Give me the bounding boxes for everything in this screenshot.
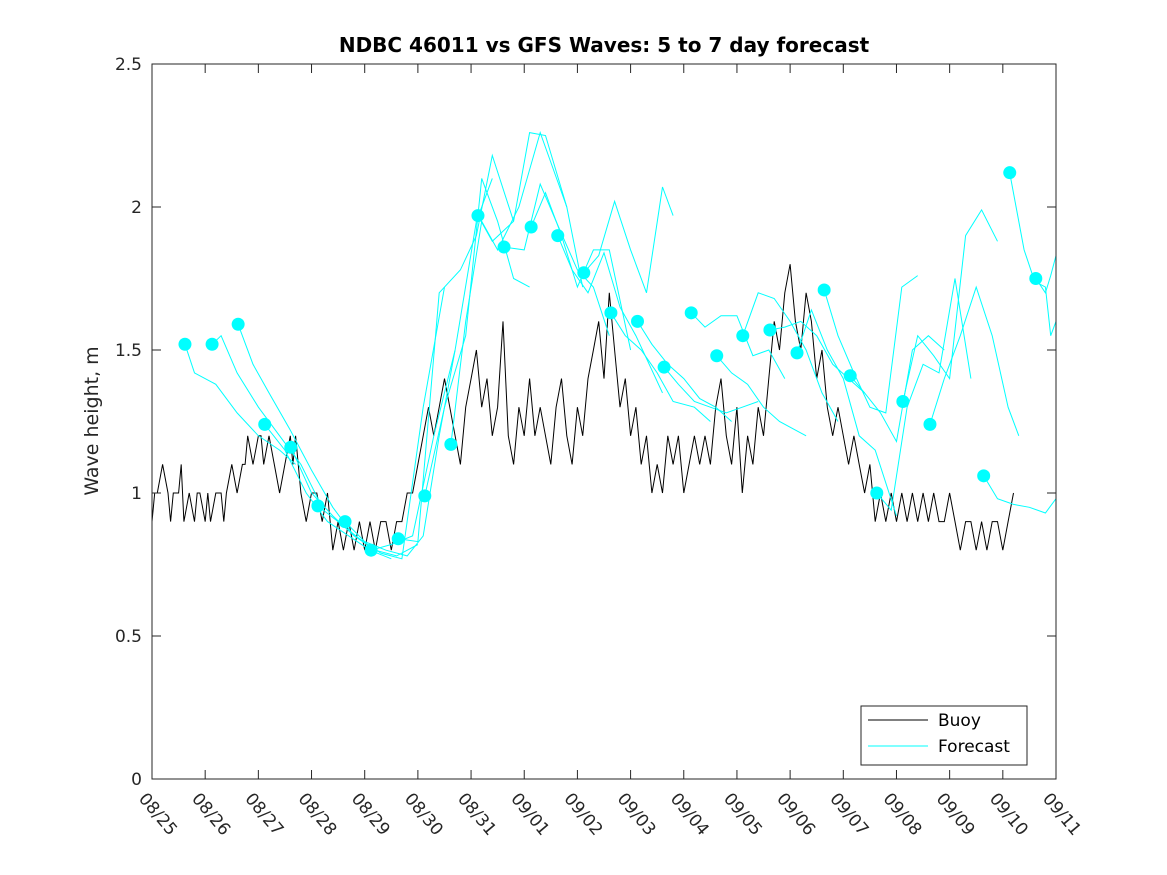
forecast-run-line-24 [823,275,918,414]
forecast-run-line-2 [237,324,355,537]
axes-box [151,63,1057,780]
forecast-start-point [1029,272,1043,285]
chart-title: NDBC 46011 vs GFS Waves: 5 to 7 day fore… [339,33,870,57]
y-tick-label: 0 [131,770,142,790]
y-tick-label: 2 [131,198,142,218]
forecast-run-line-26 [876,278,972,512]
forecast-start-point [444,437,458,451]
legend-forecast-label: Forecast [938,737,1010,757]
forecast-start-point [178,337,192,351]
forecast-start-point [258,417,272,431]
forecast-run-line-4 [290,446,419,557]
forecast-start-point [710,349,724,363]
y-axis-label: Wave height, m [81,346,103,495]
forecast-run-line-10 [450,130,568,445]
forecast-start-point [631,314,645,328]
plot-lines [152,130,1056,560]
forecast-run-line-8 [398,153,515,543]
forecast-start-point [817,283,831,297]
forecast-run-line-11 [477,132,584,288]
plot-area [152,64,1056,779]
forecast-start-point [923,417,937,431]
forecast-start-point [684,306,698,320]
forecast-start-points [178,166,1043,557]
forecast-run-line-25 [849,335,945,443]
forecast-start-point [338,515,352,529]
forecast-run-line-5 [317,287,445,560]
forecast-run-line-20 [716,355,807,437]
legend: Buoy Forecast [860,705,1028,766]
buoy-series-line [152,264,1014,551]
forecast-start-point [418,489,432,503]
forecast-start-point [763,323,777,337]
forecast-run-line-15 [583,186,674,293]
y-tick-label: 0.5 [115,627,142,647]
forecast-start-point [497,240,511,254]
forecast-start-point [284,440,298,454]
forecast-start-point [843,369,857,383]
forecast-run-line-6 [344,349,456,557]
y-tick-label: 1 [131,484,142,504]
forecast-run-line-28 [929,285,1020,436]
y-axis: 0 0.5 1 1.5 2 2.5 [115,55,1056,790]
y-tick-label: 1.5 [115,341,142,361]
forecast-run-line-9 [424,178,530,497]
forecast-run-line-14 [557,235,663,394]
forecast-start-point [870,486,884,500]
forecast-run-line-18 [663,366,759,414]
forecast-run-line-19 [690,312,786,379]
y-tick-label: 2.5 [115,55,142,75]
forecast-run-line-13 [530,191,632,351]
forecast-start-point [604,306,618,320]
forecast-start-point [1003,166,1017,180]
forecast-run-line-17 [637,321,732,422]
forecast-start-point [977,469,991,483]
forecast-start-point [391,532,405,546]
forecast-start-point [471,209,485,223]
forecast-run-line-16 [610,312,711,422]
forecast-start-point [736,329,750,343]
forecast-run-line-31 [1035,255,1056,294]
forecast-start-point [231,317,245,331]
forecast-start-point [205,337,219,351]
forecast-run-line-21 [742,292,839,422]
legend-box [860,705,1028,766]
forecast-start-point [551,229,565,243]
forecast-start-point [657,360,671,374]
forecast-start-point [577,266,591,280]
forecast-start-point [790,346,804,360]
forecast-run-line-29 [983,475,1056,514]
forecast-run-line-0 [184,344,296,465]
legend-buoy-label: Buoy [938,711,981,731]
forecast-run-line-23 [796,308,897,517]
forecast-start-point [524,220,538,234]
forecast-start-point [896,394,910,408]
forecast-start-point [364,543,378,557]
forecast-run-line-27 [902,208,998,402]
forecast-run-line-1 [211,334,323,508]
forecast-start-point [311,499,325,513]
